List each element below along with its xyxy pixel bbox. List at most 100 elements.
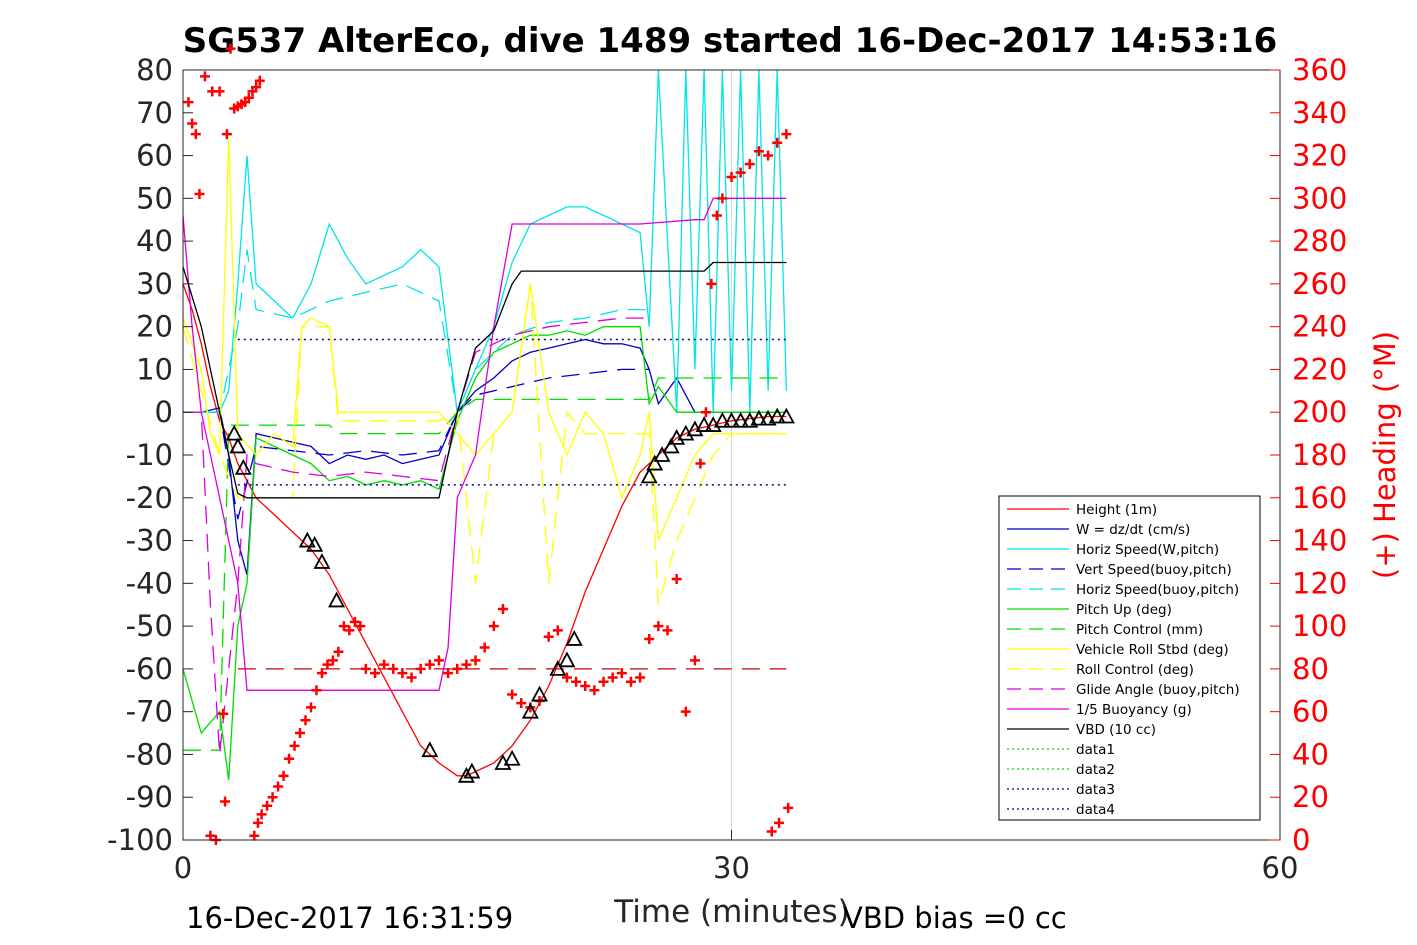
heading-point [278,770,289,781]
heading-point [221,129,232,140]
depth-marker [653,446,671,462]
legend-label: Height (1m) [1076,502,1157,518]
right-tick-label: 20 [1292,780,1329,814]
heading-point [295,728,306,739]
depth-marker [225,424,243,441]
right-tick-label: 200 [1292,395,1347,429]
right-tick-label: 300 [1292,181,1347,215]
heading-point [443,668,454,679]
heading-point [300,715,311,726]
heading-point [680,706,691,717]
heading-point [214,86,225,97]
heading-point [452,663,463,674]
right-tick-label: 120 [1292,566,1347,600]
depth-marker [328,591,346,608]
heading-point [256,809,267,820]
heading-point [205,830,216,841]
footer-vbd-bias: VBD bias =0 cc [843,901,1067,935]
heading-point [273,781,284,792]
left-axis: 80 70 60 50 40 30 20 10 0 -10 -20 -30 -40 -50 -60 -70 -8… [107,53,193,857]
heading-point [711,210,722,221]
depth-marker [521,702,539,719]
legend-label: Glide Angle (buoy,pitch) [1076,682,1240,698]
left-tick-label: -60 [126,652,173,686]
right-tick-label: 340 [1292,96,1347,130]
heading-point [662,625,673,636]
legend-label: data3 [1076,782,1115,798]
heading-point [338,621,349,632]
heading-point [671,574,682,585]
legend-label: data1 [1076,742,1115,758]
heading-point [635,672,646,683]
left-tick-label: -10 [126,438,173,472]
left-tick-label: 60 [136,139,173,173]
right-tick-label: 0 [1292,823,1310,857]
series-line [182,326,787,781]
heading-point [433,655,444,666]
heading-point [516,698,527,709]
legend-label: W = dz/dt (cm/s) [1076,522,1190,538]
depth-marker [640,467,658,484]
depth-marker [313,553,331,569]
chart-title: SG537 AlterEco, dive 1489 started 16-Dec… [183,21,1278,61]
heading-point [507,689,518,700]
heading-point [220,796,231,807]
x-axis: 0 30 60 [174,830,1298,885]
right-tick-label: 360 [1292,53,1347,87]
legend-label: Vert Speed(buoy,pitch) [1076,562,1232,578]
heading-point [616,668,627,679]
heading-point [316,668,327,679]
depth-marker [229,437,247,454]
heading-point [333,646,344,657]
heading-point [479,642,490,653]
left-tick-label: -30 [126,524,173,558]
right-axis: 3603403203002802602402202001801601401201… [1270,53,1347,857]
heading-point [267,792,278,803]
right-tick-label: 240 [1292,310,1347,344]
heading-point [187,118,198,129]
heading-point [552,625,563,636]
heading-point [190,129,201,140]
x-tick-label: 0 [174,851,192,885]
series-line [183,368,650,520]
series-line [183,377,787,751]
legend-label: VBD (10 cc) [1076,722,1156,738]
heading-point [783,802,794,813]
heading-point [717,193,728,204]
right-tick-label: 280 [1292,224,1347,258]
heading-point [360,663,371,674]
heading-point [781,129,792,140]
heading-point [424,659,435,670]
heading-point [763,150,774,161]
heading-point [199,71,210,82]
depth-marker [457,766,475,783]
heading-point [726,171,737,182]
heading-point [311,685,322,696]
heading-point [349,616,360,627]
heading-point [406,672,417,683]
heading-point [700,407,711,418]
legend-label: Horiz Speed(W,pitch) [1076,542,1219,558]
heading-point [561,672,572,683]
left-tick-label: 70 [136,96,173,130]
depth-marker [662,437,680,454]
heading-point [327,655,338,666]
heading-point [251,82,262,93]
legend-label: Pitch Up (deg) [1076,602,1172,618]
depth-marker [503,749,521,766]
depth-marker [768,407,786,424]
right-tick-label: 80 [1292,652,1329,686]
heading-point [497,604,508,614]
left-tick-label: 20 [136,310,173,344]
left-tick-label: -50 [126,609,173,643]
left-tick-label: -20 [126,481,173,515]
right-tick-label: 160 [1292,481,1347,515]
legend-box [998,495,1261,821]
depth-marker [777,407,795,424]
heading-point [322,659,333,670]
left-tick-label: 10 [136,352,173,386]
legend-label: Vehicle Roll Stbd (deg) [1076,642,1229,658]
heading-point [194,189,205,200]
heading-point [415,663,426,674]
depth-marker [421,741,439,758]
